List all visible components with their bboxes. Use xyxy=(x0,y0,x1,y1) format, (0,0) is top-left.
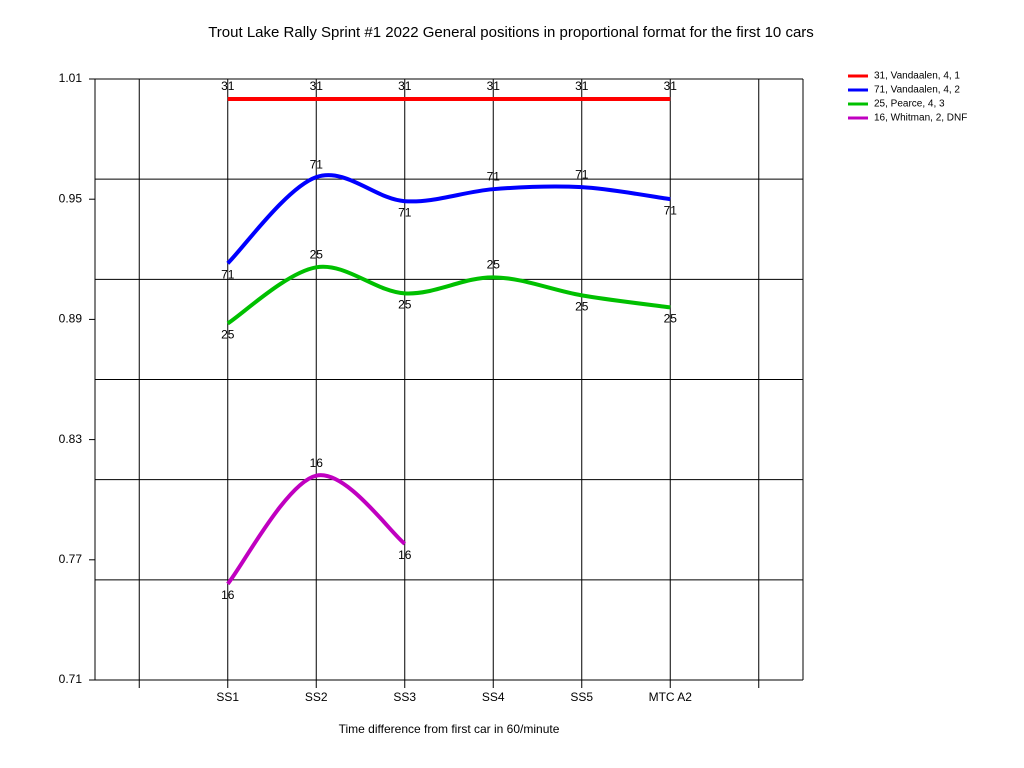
x-tick-label: SS4 xyxy=(482,690,505,704)
data-label: 16 xyxy=(398,548,412,562)
series-line xyxy=(226,264,671,326)
data-label: 25 xyxy=(398,298,412,312)
data-label: 31 xyxy=(575,79,589,93)
x-tick-label: MTC A2 xyxy=(649,690,693,704)
x-tick-label: SS1 xyxy=(216,690,239,704)
data-label: 16 xyxy=(221,588,235,602)
series-line xyxy=(226,473,407,586)
series-line xyxy=(226,173,671,265)
legend-label: 16, Whitman, 2, DNF xyxy=(874,113,967,124)
data-label: 25 xyxy=(310,247,324,261)
data-label: 31 xyxy=(487,79,501,93)
data-label: 71 xyxy=(487,169,501,183)
y-tick-label: 0.95 xyxy=(59,191,83,205)
x-tick-label: SS2 xyxy=(305,690,328,704)
data-label: 31 xyxy=(398,79,412,93)
y-tick-label: 1.01 xyxy=(59,71,83,85)
data-label: 71 xyxy=(310,157,324,171)
legend-label: 25, Pearce, 4, 3 xyxy=(874,99,945,110)
data-label: 25 xyxy=(221,328,235,342)
legend-label: 71, Vandaalen, 4, 2 xyxy=(874,85,960,96)
y-tick-label: 0.77 xyxy=(59,552,83,566)
x-axis-title: Time difference from first car in 60/min… xyxy=(339,722,560,736)
data-label: 25 xyxy=(664,312,678,326)
x-tick-label: SS3 xyxy=(393,690,416,704)
data-label: 71 xyxy=(575,167,589,181)
data-label: 25 xyxy=(575,300,589,314)
y-tick-label: 0.71 xyxy=(59,672,83,686)
data-label: 71 xyxy=(664,203,678,217)
data-label: 31 xyxy=(310,79,324,93)
x-tick-label: SS5 xyxy=(570,690,593,704)
legend-label: 31, Vandaalen, 4, 1 xyxy=(874,71,960,82)
chart-title: Trout Lake Rally Sprint #1 2022 General … xyxy=(208,24,814,41)
data-label: 71 xyxy=(398,205,412,219)
data-label: 16 xyxy=(310,456,324,470)
data-label: 71 xyxy=(221,267,235,281)
data-label: 31 xyxy=(221,79,235,93)
y-tick-label: 0.83 xyxy=(59,432,83,446)
data-label: 25 xyxy=(487,258,501,272)
y-tick-label: 0.89 xyxy=(59,312,83,326)
data-label: 31 xyxy=(664,79,678,93)
